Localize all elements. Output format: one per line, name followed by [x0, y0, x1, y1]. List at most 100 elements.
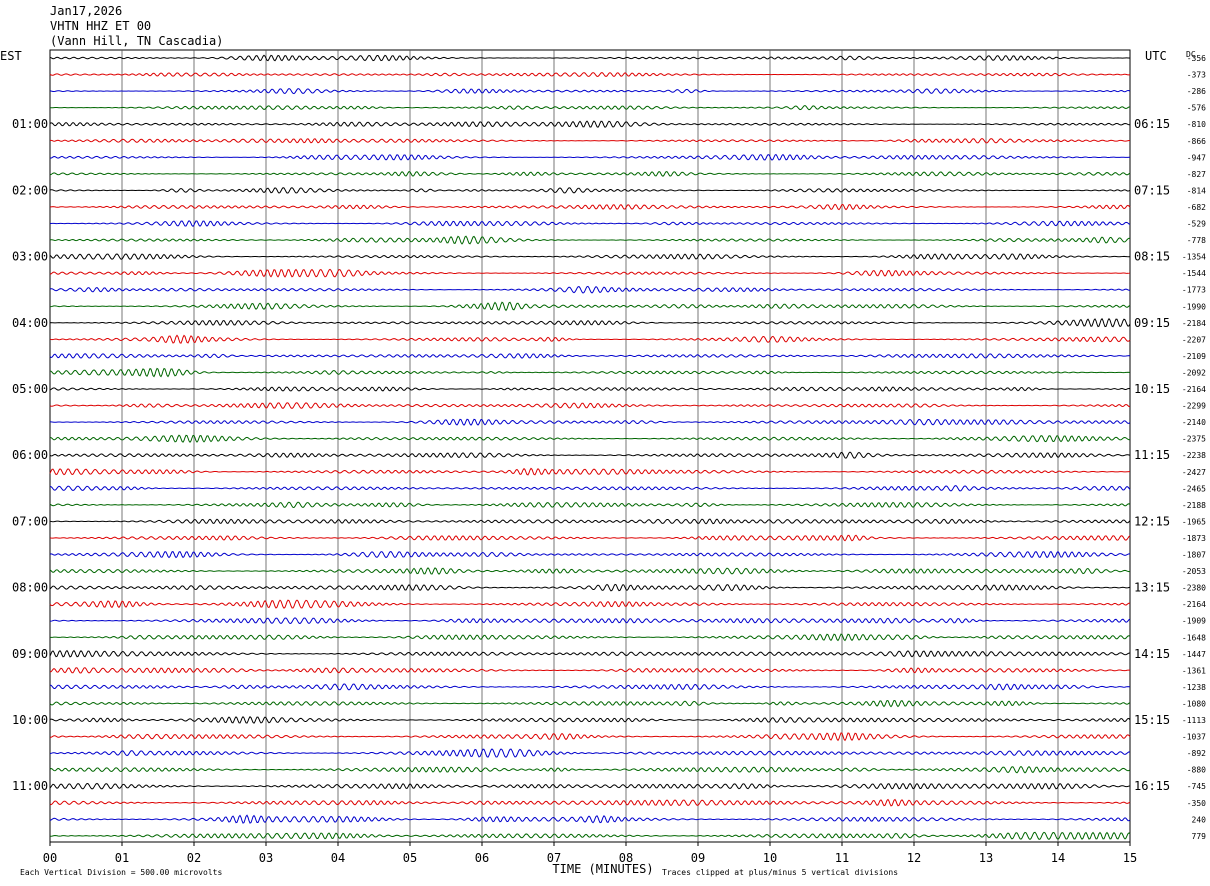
dc-offset-label: -2427: [1182, 468, 1206, 477]
dc-offset-label: -1354: [1182, 253, 1206, 262]
station-location: (Vann Hill, TN Cascadia): [50, 34, 224, 48]
dc-offset-label: -2109: [1182, 352, 1206, 361]
est-hour-label: 02:00: [12, 183, 48, 197]
dc-offset-label: -576: [1187, 104, 1206, 113]
trace-line: [49, 583, 1131, 592]
trace-line: [49, 467, 1130, 476]
trace-line: [49, 367, 1131, 378]
x-tick-label: 15: [1123, 851, 1137, 865]
dc-offset-label: -1807: [1182, 551, 1206, 560]
dc-offset-label: -2164: [1182, 600, 1206, 609]
trace-line: [49, 633, 1131, 642]
utc-hour-label: 13:15: [1134, 581, 1170, 595]
record-date: Jan17,2026: [50, 4, 123, 18]
trace-line: [49, 715, 1131, 724]
est-hour-label: 03:00: [12, 250, 48, 264]
x-axis-title: TIME (MINUTES): [552, 862, 653, 876]
trace-line: [49, 253, 1131, 260]
x-tick-label: 00: [43, 851, 57, 865]
est-hour-label: 04:00: [12, 316, 48, 330]
trace-line: [49, 683, 1131, 691]
utc-hour-label: 06:15: [1134, 117, 1170, 131]
dc-offset-label: -373: [1187, 71, 1206, 80]
trace-line: [49, 268, 1131, 278]
trace-line: [49, 54, 1131, 62]
est-hour-label: 06:00: [12, 448, 48, 462]
trace-line: [49, 120, 1131, 128]
est-hour-label: 05:00: [12, 382, 48, 396]
dc-offset-label: -1080: [1182, 699, 1206, 708]
utc-hour-label: 12:15: [1134, 514, 1170, 528]
dc-offset-label: -286: [1187, 87, 1206, 96]
trace-line: [49, 317, 1131, 328]
dc-offset-label: -2188: [1182, 501, 1206, 510]
plot-frame: [49, 49, 1131, 843]
trace-line: [49, 72, 1131, 78]
dc-offset-label: -810: [1187, 120, 1206, 129]
dc-offset-label: -947: [1187, 153, 1206, 162]
utc-hour-label: 16:15: [1134, 779, 1170, 793]
utc-hour-label: 11:15: [1134, 448, 1170, 462]
dc-offset-label: -1113: [1182, 716, 1206, 725]
trace-line: [49, 534, 1131, 542]
trace-line: [49, 518, 1131, 525]
trace-line: [49, 649, 1131, 658]
trace-line: [49, 782, 1131, 790]
trace-line: [49, 617, 1131, 625]
trace-line: [49, 137, 1131, 144]
dc-offset-label: -1447: [1182, 650, 1206, 659]
est-hour-label: 08:00: [12, 581, 48, 595]
utc-hour-label: 08:15: [1134, 250, 1170, 264]
utc-hour-label: 14:15: [1134, 647, 1170, 661]
trace-line: [49, 814, 1131, 824]
dc-offset-label: -2184: [1182, 319, 1206, 328]
est-hour-label: 11:00: [12, 779, 48, 793]
trace-line: [49, 203, 1131, 211]
dc-offset-label: -827: [1187, 170, 1206, 179]
dc-offset-label: -682: [1187, 203, 1206, 212]
x-tick-label: 06: [475, 851, 489, 865]
x-tick-label: 05: [403, 851, 417, 865]
header-block: Jan17,2026 VHTN HHZ ET 00 (Vann Hill, TN…: [50, 4, 223, 49]
dc-column-label: DC: [1186, 50, 1196, 59]
trace-line: [49, 831, 1131, 841]
scale-note: Each Vertical Division = 500.00 microvol…: [20, 868, 222, 877]
trace-line: [49, 386, 1131, 392]
trace-line: [49, 105, 1131, 111]
x-tick-label: 02: [187, 851, 201, 865]
x-tick-label: 01: [115, 851, 129, 865]
trace-line: [49, 285, 1131, 294]
trace-line: [49, 402, 1131, 410]
trace-line: [49, 418, 1131, 426]
trace-line: [49, 501, 1131, 509]
utc-hour-label: 15:15: [1134, 713, 1170, 727]
dc-offset-label: -1361: [1182, 666, 1206, 675]
utc-hour-label: 10:15: [1134, 382, 1170, 396]
trace-line: [49, 732, 1131, 742]
dc-offset-label: -1544: [1182, 269, 1206, 278]
dc-offset-label: -814: [1187, 186, 1206, 195]
trace-line: [49, 567, 1131, 575]
dc-offset-label: 779: [1192, 832, 1207, 841]
trace-line: [49, 220, 1131, 227]
trace-line: [49, 88, 1131, 95]
x-tick-label: 07: [547, 851, 561, 865]
trace-line: [49, 599, 1131, 609]
est-hour-label: 07:00: [12, 514, 48, 528]
utc-hour-label: 07:15: [1134, 183, 1170, 197]
dc-offset-label: -1037: [1182, 733, 1206, 742]
trace-line: [49, 334, 1131, 344]
left-axis-label: EST: [0, 49, 22, 63]
dc-offset-label: -892: [1187, 749, 1206, 758]
trace-line: [49, 550, 1131, 559]
trace-line: [49, 235, 1131, 245]
clip-note: Traces clipped at plus/minus 5 vertical …: [662, 868, 898, 877]
trace-line: [49, 765, 1131, 774]
dc-offset-label: -1238: [1182, 683, 1206, 692]
trace-line: [49, 353, 1131, 359]
dc-offset-label: -2164: [1182, 385, 1206, 394]
right-axis-label: UTC: [1145, 49, 1167, 63]
x-tick-label: 04: [331, 851, 345, 865]
trace-line: [49, 748, 1131, 758]
dc-offset-label: -1909: [1182, 617, 1206, 626]
